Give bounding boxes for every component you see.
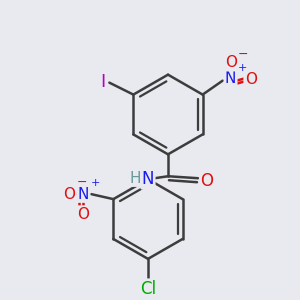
Text: O: O: [244, 72, 256, 87]
Text: +: +: [238, 63, 247, 73]
Text: H: H: [129, 171, 141, 186]
Text: O: O: [63, 187, 75, 202]
Text: −: −: [76, 176, 87, 189]
Text: O: O: [77, 207, 89, 222]
Text: N: N: [225, 71, 236, 86]
Text: +: +: [90, 178, 100, 188]
Text: N: N: [142, 170, 154, 188]
Text: N: N: [78, 187, 89, 202]
Text: Cl: Cl: [140, 280, 156, 298]
Text: I: I: [101, 73, 106, 91]
Text: −: −: [238, 48, 248, 61]
Text: O: O: [225, 55, 237, 70]
Text: O: O: [200, 172, 214, 190]
